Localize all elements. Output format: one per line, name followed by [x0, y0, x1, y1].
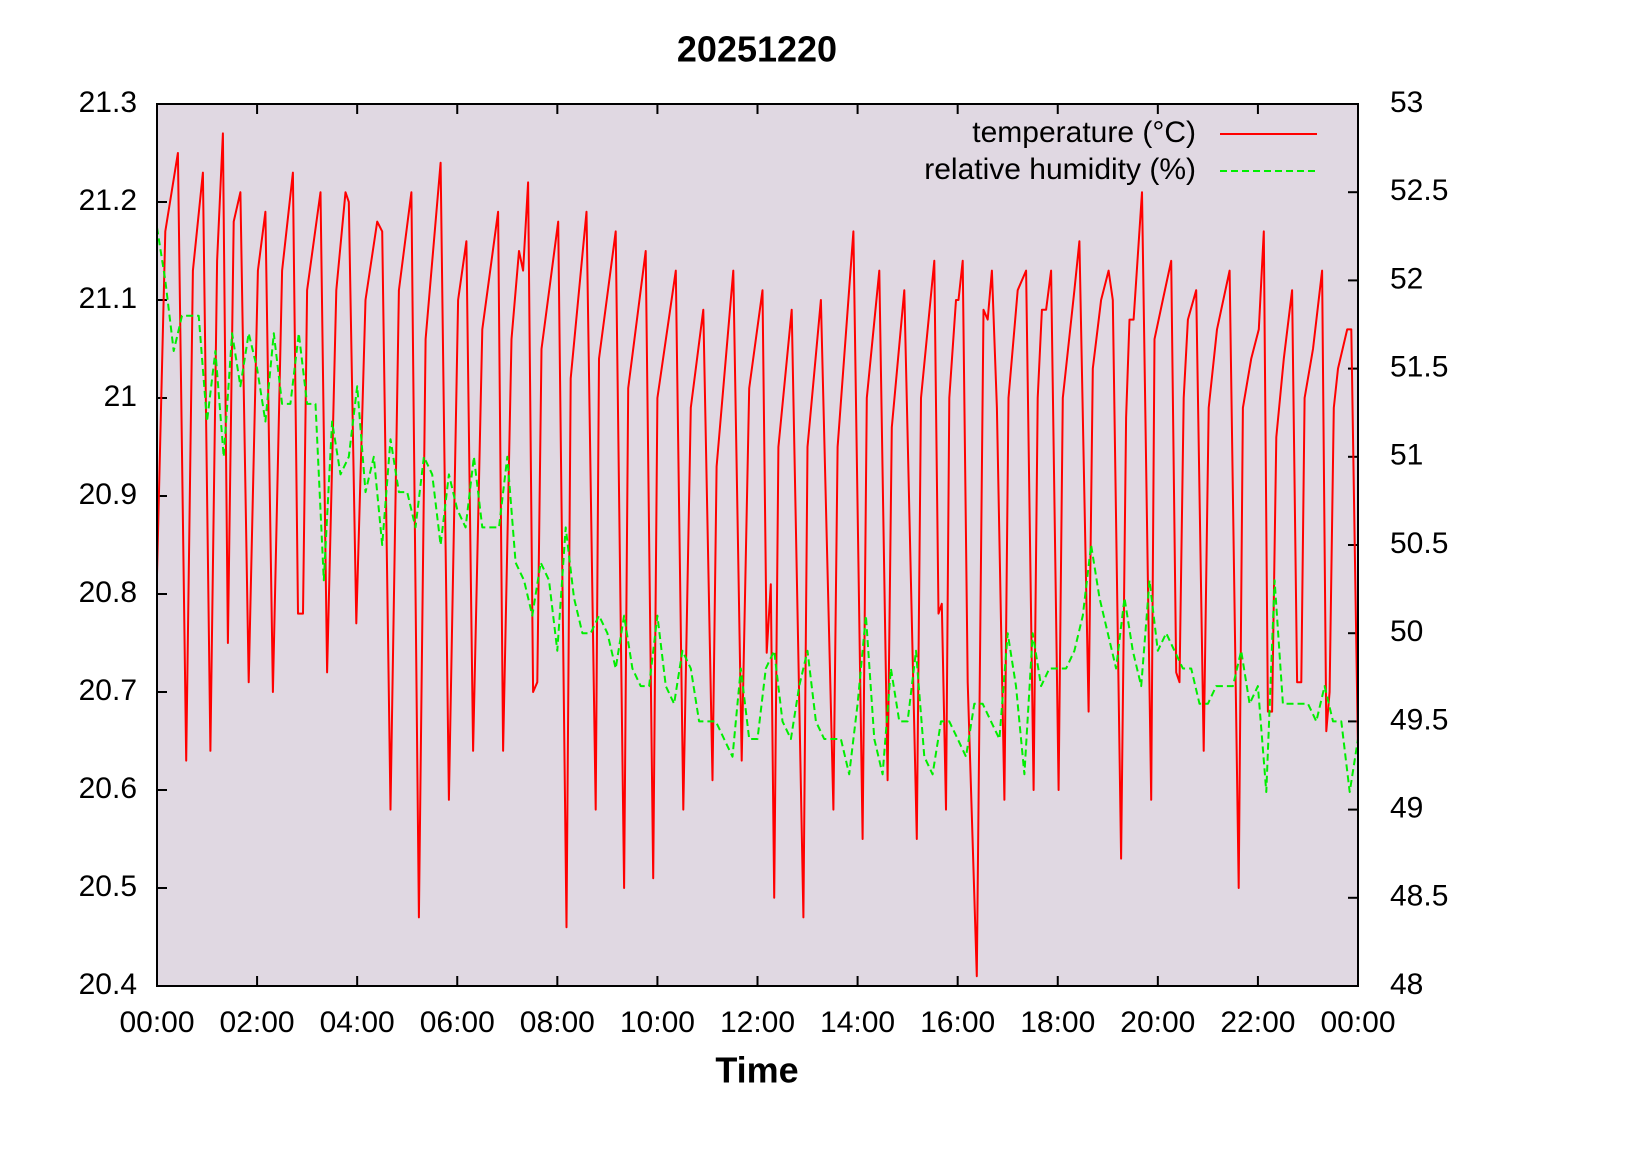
- x-tick-label: 06:00: [420, 1006, 495, 1039]
- x-tick-label: 04:00: [320, 1006, 395, 1039]
- x-tick-label: 08:00: [520, 1006, 595, 1039]
- data-line: [156, 227, 1359, 793]
- y-tick-label: 21: [104, 380, 137, 413]
- x-axis-label: Time: [715, 1050, 798, 1091]
- y2-tick-label: 51.5: [1390, 351, 1448, 384]
- legend-label: relative humidity (%): [924, 153, 1196, 186]
- legend-label: temperature (°C): [972, 116, 1196, 149]
- y2-tick-label: 52: [1390, 262, 1423, 295]
- y2-tick-label: 50.5: [1390, 527, 1448, 560]
- y2-tick-label: 52.5: [1390, 174, 1448, 207]
- x-tick-label: 14:00: [820, 1006, 895, 1039]
- x-tick-label: 00:00: [119, 1006, 194, 1039]
- y-tick-label: 20.6: [79, 772, 137, 805]
- y-tick-label: 20.4: [79, 968, 137, 1001]
- y2-tick-label: 48: [1390, 968, 1423, 1001]
- plot-frame: [156, 103, 1359, 987]
- x-tick-label: 22:00: [1220, 1006, 1295, 1039]
- y-tick-label: 21.2: [79, 184, 137, 217]
- y2-tick-label: 49.5: [1390, 703, 1448, 736]
- y2-tick-label: 48.5: [1390, 880, 1448, 913]
- y-tick-label: 20.9: [79, 478, 137, 511]
- x-tick-label: 20:00: [1120, 1006, 1195, 1039]
- y2-tick-label: 51: [1390, 439, 1423, 472]
- y-tick-label: 20.8: [79, 576, 137, 609]
- x-tick-label: 10:00: [620, 1006, 695, 1039]
- plot-background: [157, 104, 1358, 986]
- y-tick-label: 20.7: [79, 674, 137, 707]
- y2-tick-label: 49: [1390, 792, 1423, 825]
- x-tick-label: 18:00: [1020, 1006, 1095, 1039]
- y-tick-label: 21.1: [79, 282, 137, 315]
- y-tick-label: 20.5: [79, 870, 137, 903]
- data-line: [156, 132, 1359, 978]
- y2-tick-label: 50: [1390, 615, 1423, 648]
- x-tick-label: 02:00: [220, 1006, 295, 1039]
- chart-title: 20251220: [677, 29, 837, 70]
- y-tick-label: 21.3: [79, 86, 137, 119]
- y2-tick-label: 53: [1390, 86, 1423, 119]
- x-tick-label: 00:00: [1320, 1006, 1395, 1039]
- x-tick-label: 12:00: [720, 1006, 795, 1039]
- x-tick-label: 16:00: [920, 1006, 995, 1039]
